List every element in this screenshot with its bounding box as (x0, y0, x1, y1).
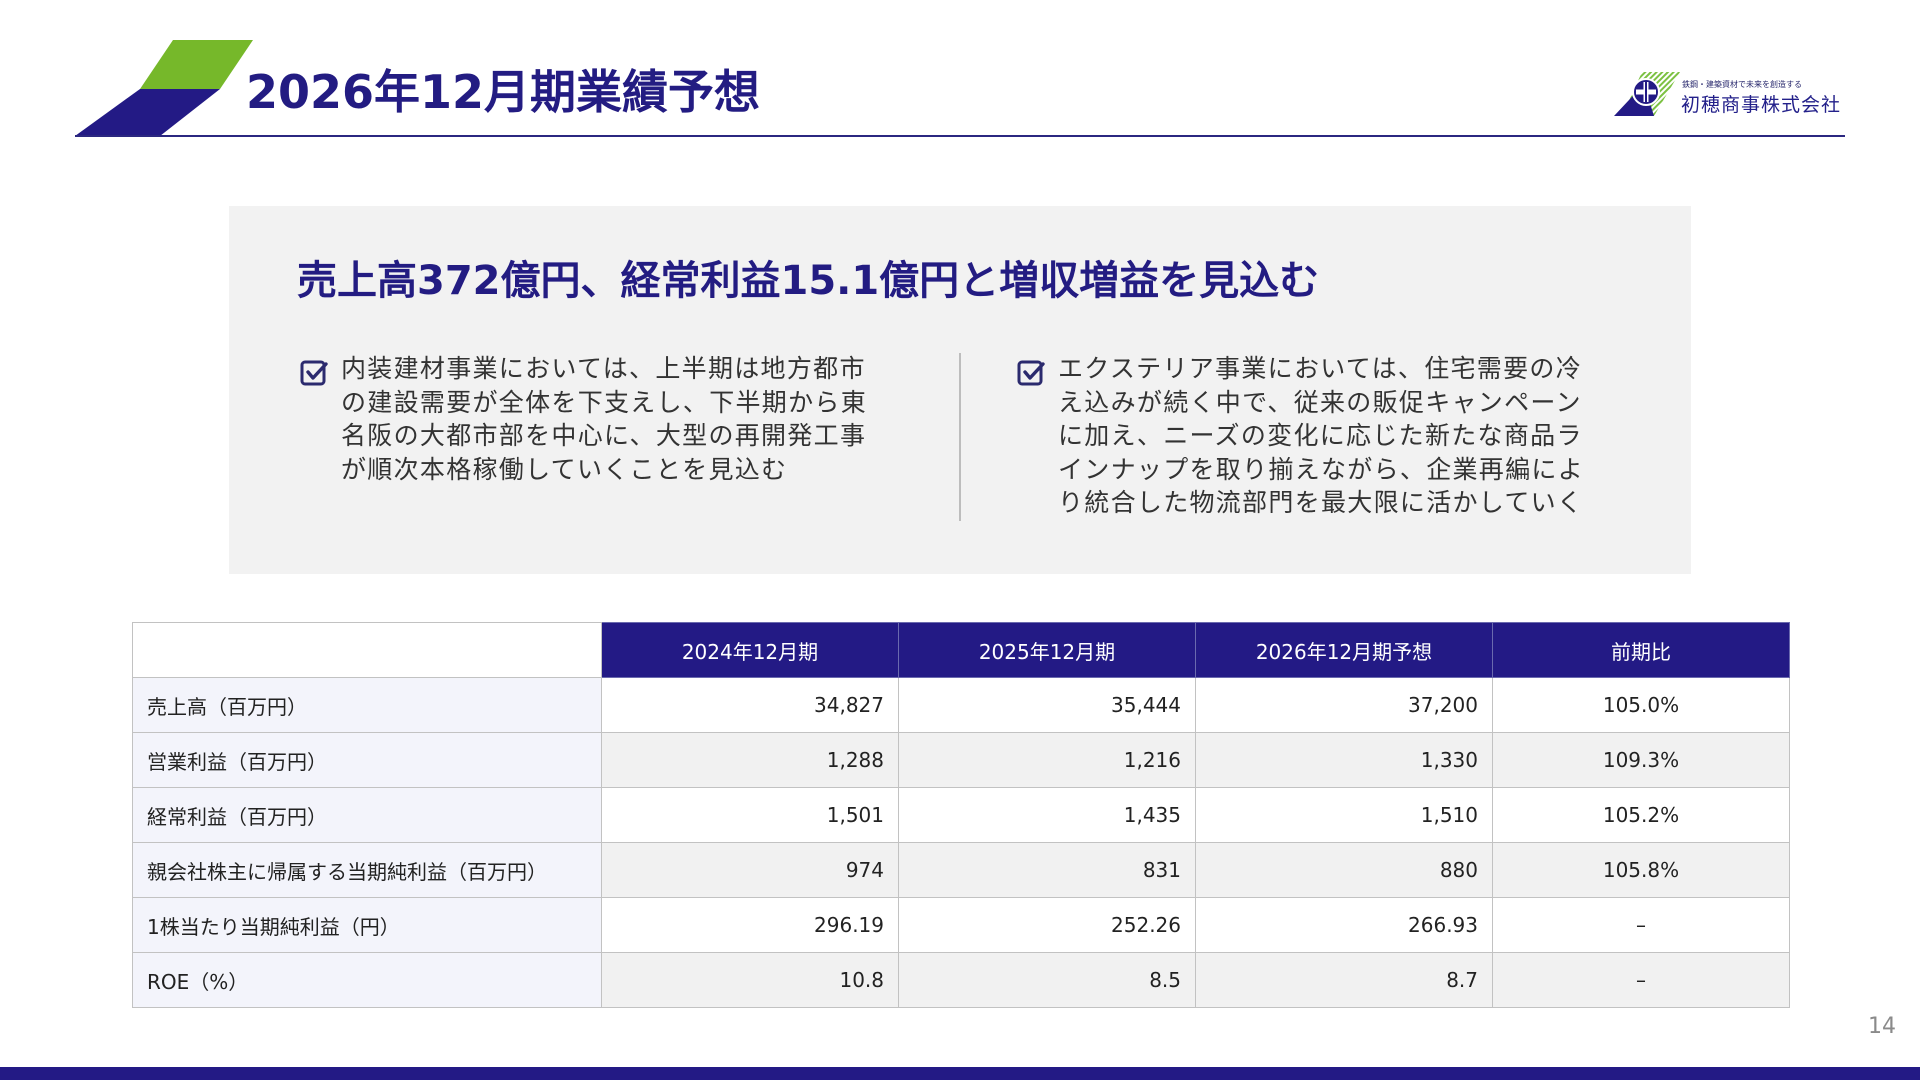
cell-fy2026: 1,510 (1195, 787, 1493, 843)
row-label: 親会社株主に帰属する当期純利益（百万円） (132, 842, 602, 898)
page-title: 2026年12月期業績予想 (246, 65, 761, 119)
forecast-table: 2024年12月期 2025年12月期 2026年12月期予想 前期比 売上高（… (132, 622, 1790, 1008)
cell-fy2025: 35,444 (898, 677, 1196, 733)
checkbox-checked-icon (300, 360, 328, 386)
panel-divider (959, 353, 961, 521)
cell-fy2026: 8.7 (1195, 952, 1493, 1008)
cell-fy2025: 1,435 (898, 787, 1196, 843)
cell-fy2026: 37,200 (1195, 677, 1493, 733)
table-row: 経常利益（百万円） 1,501 1,435 1,510 105.2% (132, 787, 1790, 843)
row-label: 営業利益（百万円） (132, 732, 602, 788)
cell-fy2025: 1,216 (898, 732, 1196, 788)
row-label: 1株当たり当期純利益（円） (132, 897, 602, 953)
cell-yoy: – (1492, 952, 1790, 1008)
cell-fy2024: 10.8 (601, 952, 899, 1008)
summary-point-exterior: エクステリア事業においては、住宅需要の冷 え込みが続く中で、従来の販促キャンペー… (1016, 352, 1636, 520)
cell-fy2025: 252.26 (898, 897, 1196, 953)
table-header-fy2026-forecast: 2026年12月期予想 (1195, 622, 1493, 678)
table-header-row: 2024年12月期 2025年12月期 2026年12月期予想 前期比 (132, 622, 1790, 678)
header-divider (75, 135, 1845, 137)
cell-fy2024: 34,827 (601, 677, 899, 733)
table-row: 売上高（百万円） 34,827 35,444 37,200 105.0% (132, 677, 1790, 733)
row-label: ROE（%） (132, 952, 602, 1008)
checkbox-checked-icon (1017, 360, 1045, 386)
cell-fy2024: 974 (601, 842, 899, 898)
cell-fy2026: 266.93 (1195, 897, 1493, 953)
summary-panel: 売上高372億円、経常利益15.1億円と増収増益を見込む 内装建材事業においては… (229, 206, 1691, 574)
cell-fy2026: 1,330 (1195, 732, 1493, 788)
summary-point-interior: 内装建材事業においては、上半期は地方都市 の建設需要が全体を下支えし、下半期から… (299, 352, 899, 486)
cell-fy2025: 8.5 (898, 952, 1196, 1008)
cell-yoy: 105.8% (1492, 842, 1790, 898)
company-logo: 鉄鋼・建築資材で未来を創造する 初穂商事株式会社 (1614, 68, 1854, 120)
company-logo-mark-icon (1614, 72, 1680, 116)
cell-yoy: 109.3% (1492, 732, 1790, 788)
table-header-corner (132, 622, 602, 678)
table-header-fy2024: 2024年12月期 (601, 622, 899, 678)
cell-yoy: 105.2% (1492, 787, 1790, 843)
cell-fy2025: 831 (898, 842, 1196, 898)
cell-fy2024: 296.19 (601, 897, 899, 953)
company-tagline: 鉄鋼・建築資材で未来を創造する (1682, 80, 1802, 89)
summary-point-text: 内装建材事業においては、上半期は地方都市 の建設需要が全体を下支えし、下半期から… (341, 354, 868, 484)
cell-fy2024: 1,501 (601, 787, 899, 843)
table-row: 親会社株主に帰属する当期純利益（百万円） 974 831 880 105.8% (132, 842, 1790, 898)
page-number: 14 (1868, 1014, 1896, 1039)
table-header-fy2025: 2025年12月期 (898, 622, 1196, 678)
header-parallelogram-decoration (75, 40, 253, 136)
cell-yoy: 105.0% (1492, 677, 1790, 733)
cell-fy2024: 1,288 (601, 732, 899, 788)
table-row: 営業利益（百万円） 1,288 1,216 1,330 109.3% (132, 732, 1790, 788)
footer-bar (0, 1067, 1920, 1080)
row-label: 経常利益（百万円） (132, 787, 602, 843)
table-row: ROE（%） 10.8 8.5 8.7 – (132, 952, 1790, 1008)
table-header-yoy: 前期比 (1492, 622, 1790, 678)
summary-headline: 売上高372億円、経常利益15.1億円と増収増益を見込む (297, 258, 1320, 304)
cell-yoy: – (1492, 897, 1790, 953)
company-name: 初穂商事株式会社 (1681, 94, 1842, 116)
table-row: 1株当たり当期純利益（円） 296.19 252.26 266.93 – (132, 897, 1790, 953)
summary-point-text: エクステリア事業においては、住宅需要の冷 え込みが続く中で、従来の販促キャンペー… (1058, 354, 1585, 517)
row-label: 売上高（百万円） (132, 677, 602, 733)
cell-fy2026: 880 (1195, 842, 1493, 898)
